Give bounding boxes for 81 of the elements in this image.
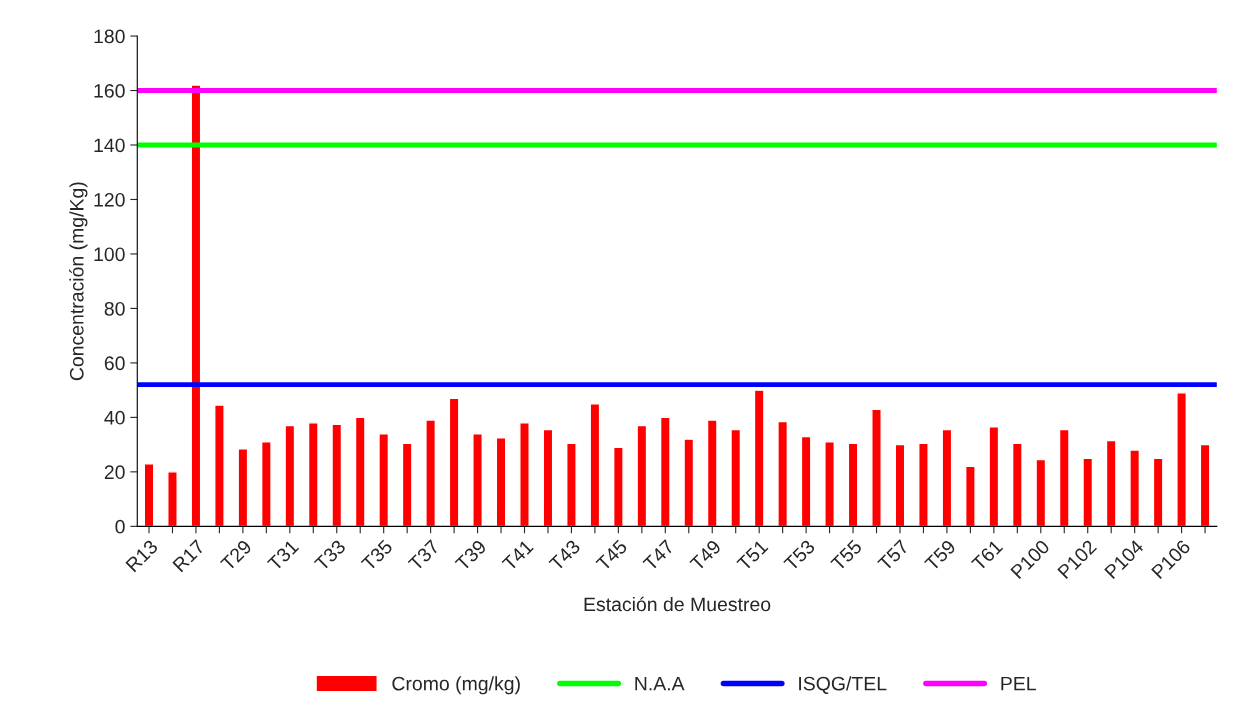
y-tick-label: 20 <box>104 465 125 480</box>
legend-label: Cromo (mg/kg) <box>392 676 520 695</box>
x-tick-label: T57 <box>877 539 910 572</box>
x-axis-title: Estación de Muestreo <box>584 596 771 612</box>
bar <box>425 419 437 527</box>
bar <box>237 448 249 527</box>
legend-label: N.A.A <box>635 676 685 691</box>
bar <box>143 462 155 527</box>
x-tick-label: T41 <box>501 539 534 572</box>
y-tick-label: 100 <box>94 247 125 262</box>
bar <box>636 424 648 527</box>
bar <box>612 446 624 527</box>
bar <box>167 471 178 527</box>
bar <box>777 420 789 527</box>
x-tick-label: T53 <box>783 539 816 572</box>
x-tick-label: T29 <box>219 539 253 572</box>
x-tick-label: T55 <box>830 539 863 572</box>
bar <box>988 426 1000 527</box>
bar <box>800 435 812 527</box>
y-tick-label: 140 <box>94 138 125 153</box>
legend-label: ISQG/TEL <box>799 676 887 694</box>
bar <box>354 416 366 527</box>
y-tick-label: 120 <box>94 192 125 207</box>
bar <box>589 403 601 527</box>
bar <box>1011 442 1023 527</box>
bar <box>1105 439 1117 527</box>
legend-label: PEL <box>1001 676 1036 691</box>
x-tick-label: T47 <box>642 539 675 572</box>
bar <box>706 419 718 527</box>
bar <box>659 416 671 527</box>
y-tick-label: 80 <box>104 301 125 316</box>
bar <box>894 443 906 527</box>
bar <box>472 433 483 527</box>
bar <box>307 422 319 527</box>
x-tick-label: T51 <box>736 539 769 572</box>
bar <box>284 424 296 527</box>
bar <box>1176 392 1187 527</box>
x-tick-label: T59 <box>923 539 957 572</box>
bar <box>214 404 225 527</box>
bar <box>448 397 460 527</box>
bar <box>519 422 530 527</box>
bar <box>918 442 929 527</box>
x-tick-label: T31 <box>266 539 300 572</box>
bar <box>190 84 202 527</box>
bar <box>1058 428 1070 527</box>
bar <box>260 441 272 527</box>
x-tick-label: T49 <box>689 539 722 572</box>
bar <box>1199 443 1211 527</box>
bar <box>871 408 882 527</box>
x-tick-label: T61 <box>970 539 1004 572</box>
bar <box>847 442 859 527</box>
x-tick-label: T35 <box>360 539 394 572</box>
bar <box>495 437 507 527</box>
x-tick-label: T43 <box>548 539 581 572</box>
x-tick-label: T45 <box>595 539 628 572</box>
x-tick-label: T37 <box>407 539 441 572</box>
x-tick-label: T33 <box>313 539 347 572</box>
y-tick-label: 60 <box>104 356 125 371</box>
x-tick-label: R17 <box>172 539 206 573</box>
y-axis-title: Concentración (mg/Kg) <box>69 182 88 381</box>
bar <box>1152 457 1164 527</box>
bar <box>941 428 953 527</box>
x-tick-label: R13 <box>125 539 159 573</box>
y-tick-label: 0 <box>115 519 125 534</box>
bar <box>683 438 695 527</box>
bar <box>378 433 390 527</box>
y-tick-label: 180 <box>94 29 125 44</box>
bar <box>1129 449 1141 527</box>
bar <box>566 442 577 527</box>
bar <box>542 428 554 527</box>
bar <box>730 428 742 527</box>
bar <box>753 389 765 527</box>
bar <box>964 465 976 527</box>
x-tick-label: T39 <box>454 539 488 572</box>
bar <box>331 423 343 527</box>
y-tick-label: 160 <box>94 83 125 98</box>
bar <box>824 441 835 527</box>
y-tick-label: 40 <box>104 410 125 425</box>
bar <box>1035 458 1047 527</box>
bar <box>401 442 413 527</box>
bar <box>1082 457 1094 527</box>
